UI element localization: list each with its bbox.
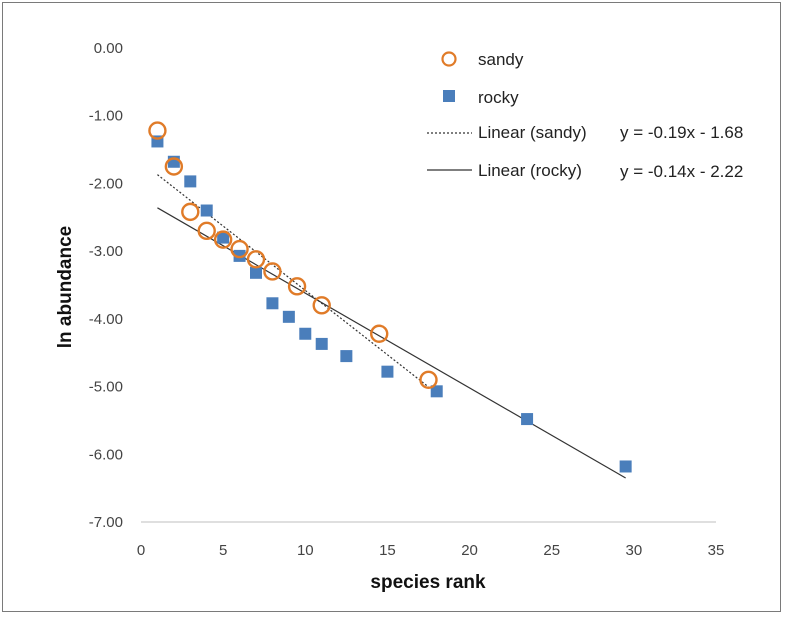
legend-marker-sandy [441, 51, 457, 67]
y-tick-label: -5.00 [89, 379, 123, 396]
x-tick-label: 0 [137, 542, 145, 559]
y-axis-title: ln abundance [55, 226, 76, 348]
point-rocky [217, 231, 230, 244]
equation-sandy: y = -0.19x - 1.68 [620, 123, 743, 142]
point-rocky [381, 365, 394, 378]
trendline-rocky [157, 207, 626, 479]
point-sandy [312, 296, 331, 315]
point-sandy [419, 370, 438, 389]
point-sandy [181, 202, 200, 222]
y-tick-label: -7.00 [89, 514, 123, 531]
x-tick-label: 10 [297, 542, 314, 559]
chart-frame [2, 2, 781, 612]
legend-label-rocky: rocky [478, 88, 519, 107]
y-tick-label: 0.00 [94, 40, 123, 57]
point-rocky [619, 460, 632, 473]
point-rocky [299, 327, 312, 340]
y-tick-label: -6.00 [89, 446, 123, 463]
point-sandy [263, 262, 282, 281]
point-sandy [148, 121, 167, 140]
point-rocky [266, 297, 279, 310]
point-rocky [200, 204, 213, 217]
data-points [148, 121, 632, 473]
point-sandy [230, 239, 249, 259]
legend: sandy rocky Linear (sandy) y = -0.19x - … [427, 50, 743, 181]
point-rocky [430, 385, 443, 398]
point-sandy [287, 277, 307, 296]
point-rocky [250, 266, 262, 279]
point-sandy [197, 221, 216, 241]
point-rocky [282, 310, 295, 323]
x-tick-label: 5 [219, 542, 227, 559]
point-rocky [233, 249, 246, 262]
legend-label-sandy: sandy [478, 50, 524, 69]
point-rocky [315, 337, 328, 350]
y-tick-label: -1.00 [89, 108, 123, 125]
x-tick-label: 25 [543, 542, 560, 559]
x-tick-label: 35 [708, 542, 725, 559]
point-rocky [340, 350, 353, 363]
y-tick-label: -3.00 [89, 243, 123, 260]
legend-label-linear-rocky: Linear (rocky) [478, 161, 582, 180]
legend-marker-rocky [443, 90, 455, 102]
equation-rocky: y = -0.14x - 2.22 [620, 162, 743, 181]
x-tick-label: 20 [461, 542, 478, 559]
trendlines [157, 174, 626, 479]
x-axis-title: species rank [370, 572, 486, 593]
point-sandy [246, 250, 266, 269]
legend-label-linear-sandy: Linear (sandy) [478, 123, 587, 142]
point-rocky [184, 175, 197, 188]
y-tick-label: -4.00 [89, 311, 123, 328]
tick-labels: 0 5 10 15 20 25 30 35 0.00 -1.00 -2.00 -3.00 -4.00 -5… [89, 40, 725, 559]
point-sandy [213, 230, 233, 249]
x-tick-label: 15 [379, 542, 396, 559]
x-tick-label: 30 [626, 542, 643, 559]
point-rocky [521, 413, 534, 426]
point-sandy [164, 157, 184, 176]
y-tick-label: -2.00 [89, 175, 123, 192]
point-sandy [370, 324, 389, 343]
